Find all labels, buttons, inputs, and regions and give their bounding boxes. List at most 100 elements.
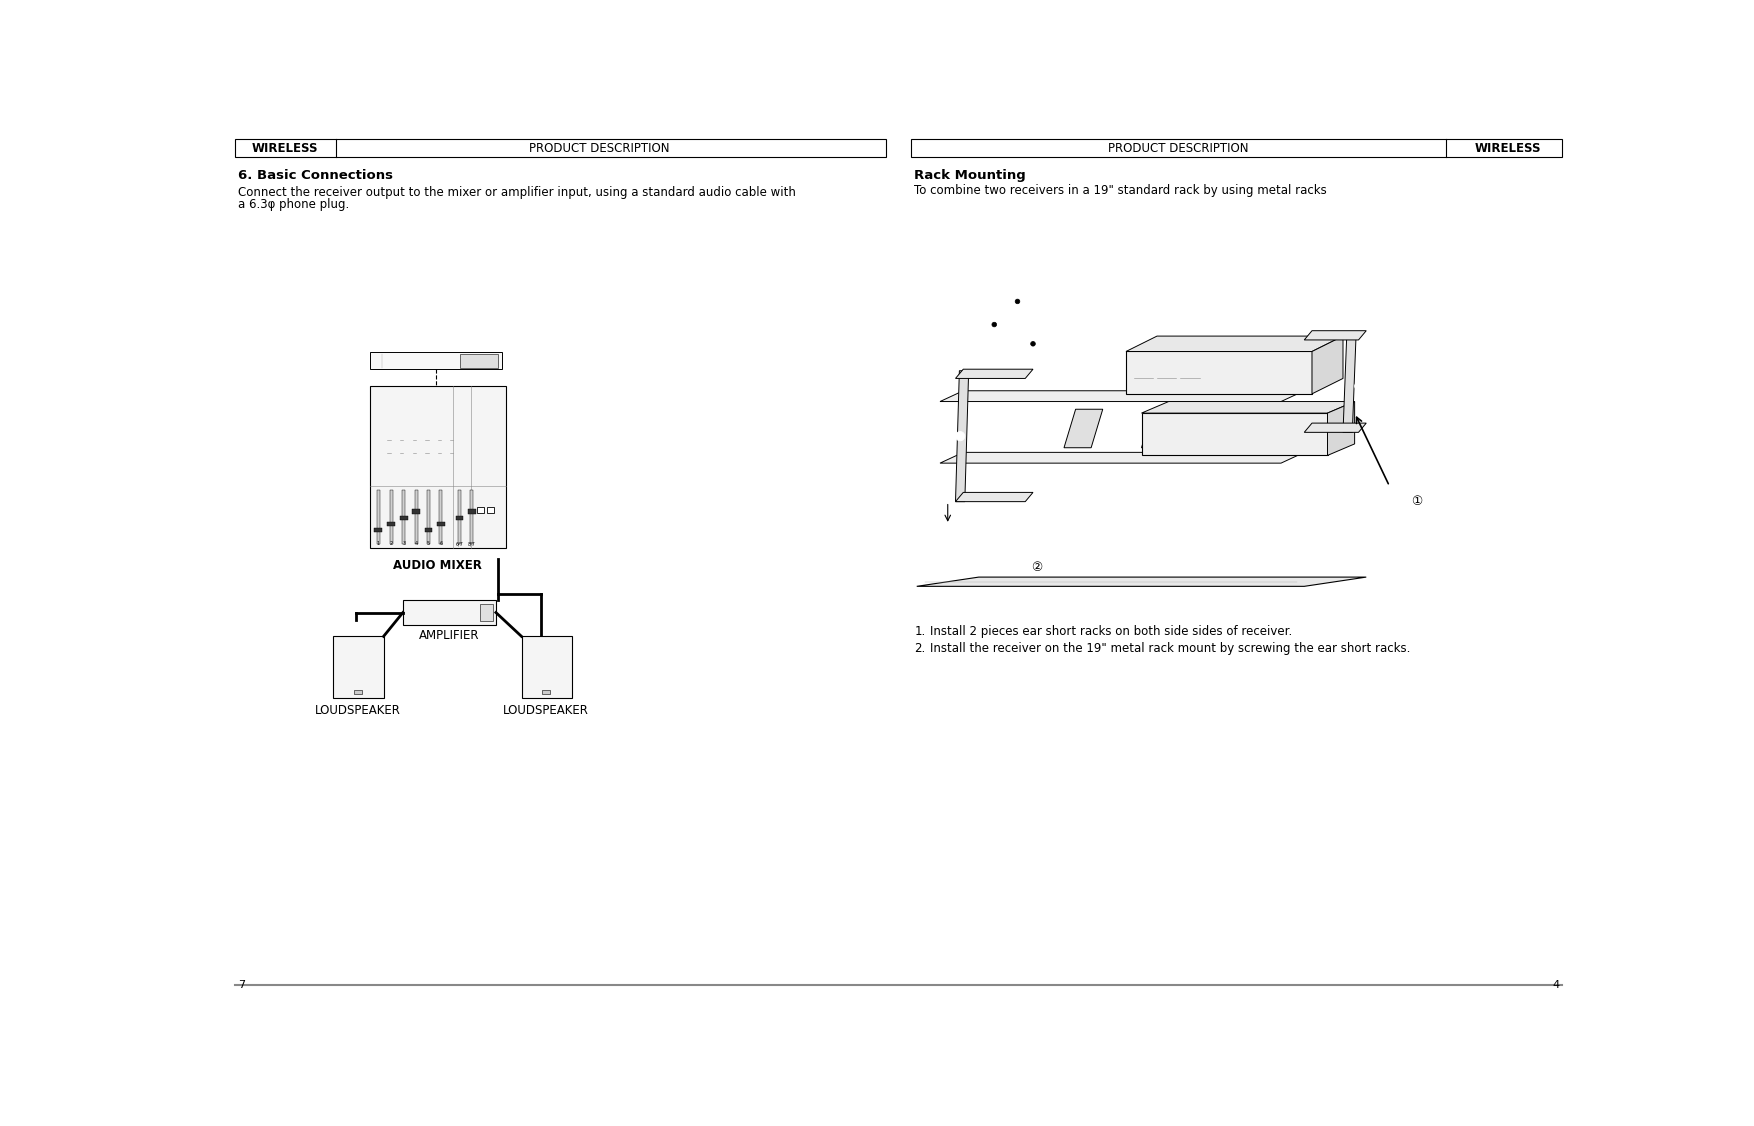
- Text: 8/7: 8/7: [468, 542, 475, 546]
- Circle shape: [481, 423, 484, 426]
- Circle shape: [393, 412, 395, 415]
- Bar: [468, 509, 475, 513]
- Circle shape: [430, 412, 433, 415]
- Text: 5: 5: [426, 542, 430, 546]
- Bar: [426, 490, 430, 544]
- Bar: [470, 490, 474, 544]
- Bar: [403, 600, 496, 625]
- Text: ①: ①: [1410, 495, 1422, 508]
- Circle shape: [430, 399, 433, 402]
- Circle shape: [1354, 383, 1363, 390]
- Circle shape: [417, 438, 421, 441]
- Bar: [370, 386, 505, 548]
- Bar: [438, 490, 442, 544]
- Text: 6. Basic Connections: 6. Basic Connections: [239, 169, 393, 182]
- Circle shape: [430, 465, 433, 467]
- Bar: [481, 604, 493, 622]
- Polygon shape: [956, 370, 968, 502]
- Text: ②: ②: [1031, 561, 1042, 573]
- Polygon shape: [1142, 402, 1354, 413]
- Circle shape: [393, 465, 395, 467]
- Text: 2: 2: [389, 542, 393, 546]
- Circle shape: [405, 412, 409, 415]
- Circle shape: [417, 477, 421, 481]
- Bar: [354, 689, 361, 694]
- Text: Rack Mounting: Rack Mounting: [914, 169, 1026, 182]
- Circle shape: [393, 399, 395, 402]
- Circle shape: [417, 426, 421, 429]
- Circle shape: [416, 611, 419, 614]
- Circle shape: [442, 452, 446, 455]
- Bar: [402, 490, 405, 544]
- Polygon shape: [1065, 409, 1103, 448]
- Text: 6: 6: [438, 542, 442, 546]
- Bar: [412, 509, 419, 513]
- Text: 7: 7: [239, 980, 246, 990]
- Circle shape: [393, 452, 395, 455]
- Circle shape: [405, 477, 409, 481]
- Text: 1.: 1.: [914, 625, 926, 637]
- Bar: [521, 636, 572, 698]
- Circle shape: [430, 452, 433, 455]
- Circle shape: [442, 477, 446, 481]
- Bar: [437, 521, 446, 526]
- Polygon shape: [1344, 332, 1356, 432]
- Text: PRODUCT DESCRIPTION: PRODUCT DESCRIPTION: [528, 142, 670, 154]
- Polygon shape: [1126, 336, 1344, 351]
- Polygon shape: [1142, 413, 1328, 455]
- Bar: [486, 507, 495, 513]
- Circle shape: [393, 426, 395, 429]
- Circle shape: [405, 465, 409, 467]
- Polygon shape: [1312, 336, 1344, 394]
- Bar: [456, 516, 463, 520]
- Circle shape: [993, 322, 996, 327]
- Polygon shape: [956, 492, 1033, 502]
- Text: Connect the receiver output to the mixer or amplifier input, using a standard au: Connect the receiver output to the mixer…: [239, 186, 796, 199]
- Polygon shape: [940, 391, 1305, 402]
- Circle shape: [481, 450, 484, 453]
- Text: Install the receiver on the 19" metal rack mount by screwing the ear short racks: Install the receiver on the 19" metal ra…: [930, 642, 1410, 655]
- Text: 4: 4: [414, 542, 417, 546]
- Text: 4: 4: [1552, 980, 1559, 990]
- Text: 6/7: 6/7: [456, 542, 463, 546]
- Polygon shape: [1305, 331, 1366, 340]
- Polygon shape: [1305, 423, 1366, 432]
- Circle shape: [379, 452, 382, 455]
- Circle shape: [430, 426, 433, 429]
- Circle shape: [379, 438, 382, 441]
- Circle shape: [405, 399, 409, 402]
- Circle shape: [379, 477, 382, 481]
- Circle shape: [417, 452, 421, 455]
- Circle shape: [481, 399, 484, 402]
- Text: 1: 1: [377, 542, 379, 546]
- Bar: [458, 490, 461, 544]
- Text: AUDIO MIXER: AUDIO MIXER: [393, 558, 482, 572]
- Circle shape: [379, 412, 382, 415]
- Circle shape: [379, 426, 382, 429]
- Circle shape: [417, 465, 421, 467]
- Circle shape: [467, 611, 470, 614]
- Bar: [235, 138, 886, 158]
- Bar: [333, 636, 384, 698]
- Text: 2.: 2.: [914, 642, 926, 655]
- Circle shape: [393, 438, 395, 441]
- Polygon shape: [917, 578, 1366, 587]
- Text: To combine two receivers in a 19" standard rack by using metal racks: To combine two receivers in a 19" standa…: [914, 185, 1328, 197]
- Text: AMPLIFIER: AMPLIFIER: [419, 629, 479, 643]
- Circle shape: [1031, 341, 1035, 346]
- Text: a 6.3φ phone plug.: a 6.3φ phone plug.: [239, 198, 349, 212]
- Polygon shape: [1142, 409, 1180, 448]
- Text: WIRELESS: WIRELESS: [253, 142, 319, 154]
- Circle shape: [405, 426, 409, 429]
- Text: WIRELESS: WIRELESS: [1475, 142, 1542, 154]
- Circle shape: [417, 412, 421, 415]
- Text: LOUDSPEAKER: LOUDSPEAKER: [503, 704, 589, 717]
- Circle shape: [442, 412, 446, 415]
- Circle shape: [442, 465, 446, 467]
- Circle shape: [442, 426, 446, 429]
- Bar: [477, 507, 484, 513]
- Text: PRODUCT DESCRIPTION: PRODUCT DESCRIPTION: [1109, 142, 1249, 154]
- Circle shape: [433, 611, 435, 614]
- Polygon shape: [956, 369, 1033, 378]
- Bar: [374, 528, 382, 533]
